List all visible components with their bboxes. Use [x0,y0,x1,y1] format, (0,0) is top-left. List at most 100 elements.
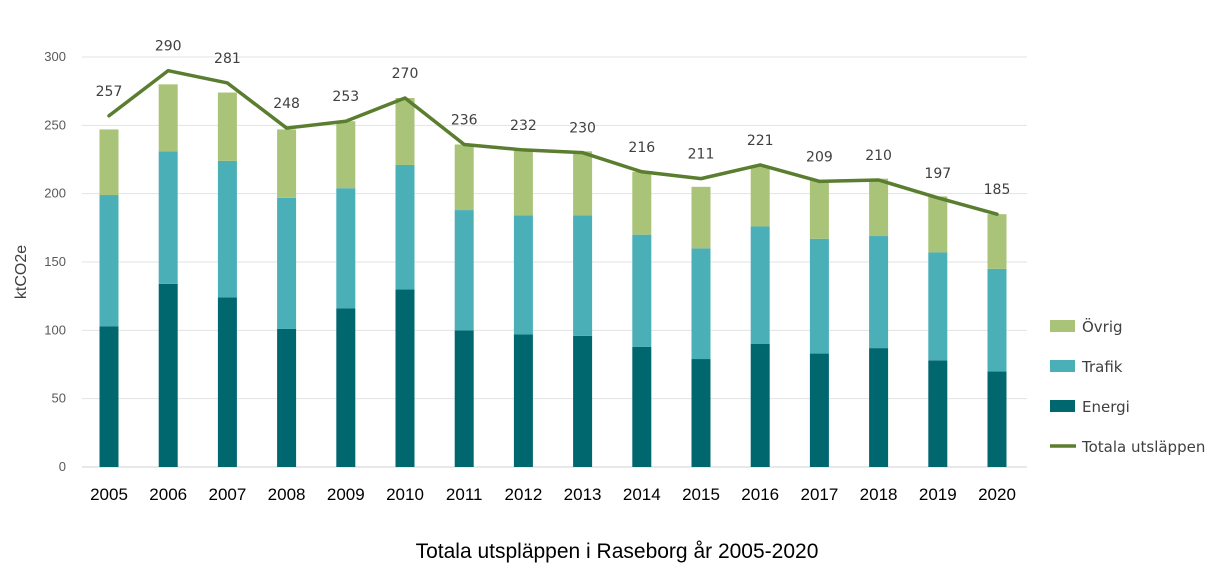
bar-energi-2017 [809,353,829,467]
bar--vrig-2010 [395,98,415,165]
x-tick-label-2006: 2006 [149,485,187,504]
bar-trafik-2018 [869,236,889,349]
bar-energi-2020 [987,371,1007,467]
total-line [107,68,999,216]
data-label-2016: 221 [747,133,774,149]
data-label-2019: 197 [924,166,951,182]
total-data-labels: 257 290 281 248 253 270 236 232 230 216 211 221 209 2… [96,39,1011,199]
legend-swatch--vrig [1050,320,1075,332]
bar-energi-2006 [158,283,178,467]
bar--vrig-2007 [217,92,237,161]
bar-energi-2018 [869,348,889,467]
bar-trafik-2011 [454,210,474,331]
bar-energi-2009 [336,308,356,467]
x-tick-label-2010: 2010 [386,485,424,504]
x-tick-label-2014: 2014 [623,485,661,504]
bar-trafik-2007 [217,160,237,298]
data-label-2009: 253 [332,89,359,105]
x-tick-label-2015: 2015 [682,485,720,504]
stacked-bars [99,84,1007,467]
data-label-2005: 257 [96,84,123,100]
x-tick-label-2017: 2017 [800,485,838,504]
bar--vrig-2019 [928,196,948,253]
data-label-2006: 290 [155,39,182,55]
bar-energi-2008 [277,328,297,467]
bar-trafik-2009 [336,188,356,309]
bar--vrig-2009 [336,121,356,189]
bar-energi-2012 [513,334,533,467]
legend-label-energi: Energi [1082,398,1130,416]
bar--vrig-2018 [869,178,889,237]
data-label-2008: 248 [273,96,300,112]
bar-energi-2011 [454,330,474,467]
bar-energi-2005 [99,326,119,467]
data-label-2017: 209 [806,149,833,165]
y-axis-ticks: 0 50 100 150 200 250 300 [44,49,66,474]
data-label-2011: 236 [451,112,478,128]
data-label-2007: 281 [214,51,241,67]
y-tick-label-200: 200 [44,186,66,201]
bar-trafik-2016 [750,226,770,344]
bar-trafik-2020 [987,268,1007,372]
legend-label-trafik: Trafik [1081,358,1123,376]
legend-label-totala-utsl-ppen: Totala utsläppen [1081,438,1205,456]
y-tick-label-300: 300 [44,49,66,64]
bar-energi-2010 [395,289,415,467]
y-tick-label-250: 250 [44,117,66,132]
data-label-2010: 270 [392,66,419,82]
bar--vrig-2012 [513,149,533,216]
bar-trafik-2014 [632,234,652,347]
bar-energi-2007 [217,297,237,467]
data-label-2012: 232 [510,118,537,134]
bar-energi-2014 [632,346,652,467]
bar-energi-2015 [691,359,711,467]
y-tick-label-0: 0 [59,459,66,474]
bar-energi-2013 [573,335,593,467]
x-axis-ticks: 2005 2006 2007 2008 2009 2010 2011 2012 2013 2014… [90,485,1016,504]
x-tick-label-2013: 2013 [564,485,602,504]
bar--vrig-2008 [277,129,297,198]
x-tick-label-2008: 2008 [268,485,306,504]
bar-trafik-2008 [277,197,297,329]
bar--vrig-2011 [454,144,474,211]
x-tick-label-2020: 2020 [978,485,1016,504]
bar--vrig-2005 [99,129,119,196]
bar--vrig-2015 [691,186,711,249]
y-tick-label-100: 100 [44,322,66,337]
bar-trafik-2005 [99,195,119,327]
bar-trafik-2006 [158,151,178,284]
data-label-2018: 210 [865,148,892,164]
bar-energi-2016 [750,344,770,467]
bar--vrig-2006 [158,84,178,152]
bar-energi-2019 [928,360,948,467]
gridlines [82,56,1027,468]
bar--vrig-2020 [987,214,1007,269]
x-tick-label-2005: 2005 [90,485,128,504]
data-label-2014: 216 [628,140,655,156]
y-tick-label-150: 150 [44,254,66,269]
bar--vrig-2014 [632,171,652,235]
x-tick-label-2009: 2009 [327,485,365,504]
bar-trafik-2010 [395,164,415,290]
x-tick-label-2012: 2012 [504,485,542,504]
data-label-2013: 230 [569,121,596,137]
legend-swatch-trafik [1050,360,1075,372]
legend-label--vrig: Övrig [1082,317,1123,336]
bar--vrig-2013 [573,151,593,216]
total-line-series [107,68,999,216]
x-tick-label-2007: 2007 [208,485,246,504]
bar-trafik-2017 [809,238,829,354]
bar-trafik-2019 [928,252,948,361]
x-tick-label-2011: 2011 [446,485,483,504]
data-label-2020: 185 [984,182,1011,198]
x-tick-label-2018: 2018 [860,485,898,504]
chart-title: Totala utspläppen i Raseborg år 2005-202… [416,540,819,563]
x-tick-label-2016: 2016 [741,485,779,504]
legend: Övrig Trafik Energi Totala utsläppen [1050,317,1205,456]
y-tick-label-50: 50 [52,391,66,406]
y-axis-label: ktCO2e [13,245,30,299]
bar-trafik-2015 [691,248,711,360]
bar--vrig-2017 [809,180,829,239]
bar-trafik-2012 [513,215,533,335]
